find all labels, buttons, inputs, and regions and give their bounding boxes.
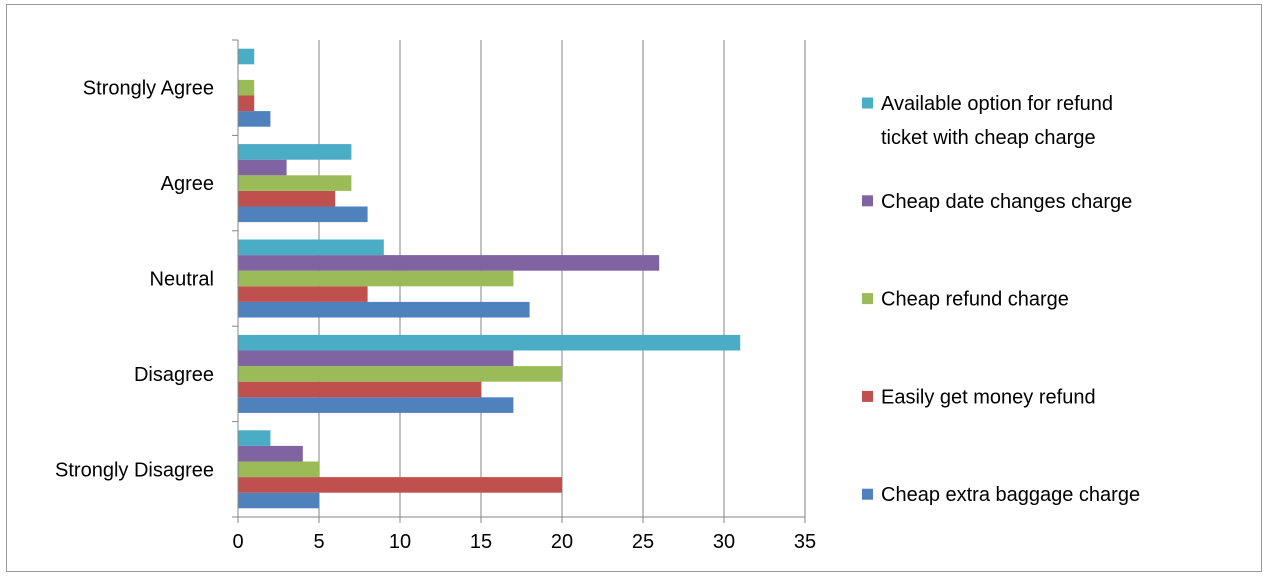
x-tick-label: 35 xyxy=(794,531,816,553)
bar xyxy=(238,445,303,462)
bar xyxy=(238,334,741,351)
bar xyxy=(238,190,336,207)
legend-swatch xyxy=(862,97,873,109)
legend-label: Cheap extra baggage charge xyxy=(881,484,1140,506)
legend-label: Cheap refund charge xyxy=(881,289,1069,311)
x-tick-label: 5 xyxy=(313,531,324,553)
bar xyxy=(238,397,514,413)
bar xyxy=(238,95,255,112)
x-tick-label: 0 xyxy=(232,531,243,553)
bar xyxy=(238,430,271,446)
y-category-label: Disagree xyxy=(134,364,214,386)
bar xyxy=(238,366,562,382)
bar xyxy=(238,175,352,191)
bar xyxy=(238,270,514,287)
bar xyxy=(238,381,481,398)
legend-label: Cheap date changes charge xyxy=(881,191,1132,213)
bar xyxy=(238,206,368,223)
x-tick-label: 10 xyxy=(389,531,411,553)
bar xyxy=(238,111,271,127)
bar xyxy=(238,239,384,256)
bar xyxy=(238,461,319,478)
legend-swatch xyxy=(862,390,873,402)
y-category-label: Agree xyxy=(161,173,214,195)
bar xyxy=(238,48,255,65)
bar xyxy=(238,79,255,96)
legend: Available option for refund ticket with c… xyxy=(862,93,1140,506)
chart-frame xyxy=(6,4,1262,572)
bars xyxy=(238,48,741,509)
bar xyxy=(238,492,319,509)
bar xyxy=(238,286,368,302)
bar xyxy=(238,301,530,318)
bar xyxy=(238,477,562,493)
y-category-label: Neutral xyxy=(150,269,214,291)
legend-swatch xyxy=(862,195,873,207)
legend-swatch xyxy=(862,293,873,305)
legend-swatch xyxy=(862,488,873,500)
x-tick-label: 20 xyxy=(551,531,573,553)
x-tick-label: 30 xyxy=(713,531,735,553)
bar xyxy=(238,144,352,160)
x-tick-label: 25 xyxy=(632,531,654,553)
bar xyxy=(238,255,660,271)
axes: 0 5 10 15 20 25 30 35 Strongly Disagree Disagree N… xyxy=(55,39,816,553)
y-category-label: Strongly Disagree xyxy=(55,459,214,481)
y-category-label: Strongly Agree xyxy=(83,78,214,100)
legend-label: Available option for refund ticket with c… xyxy=(881,93,1113,149)
x-tick-label: 15 xyxy=(470,531,492,553)
grid-lines xyxy=(318,40,806,517)
bar xyxy=(238,350,514,367)
bar xyxy=(238,159,287,176)
legend-label: Easily get money refund xyxy=(881,386,1096,408)
